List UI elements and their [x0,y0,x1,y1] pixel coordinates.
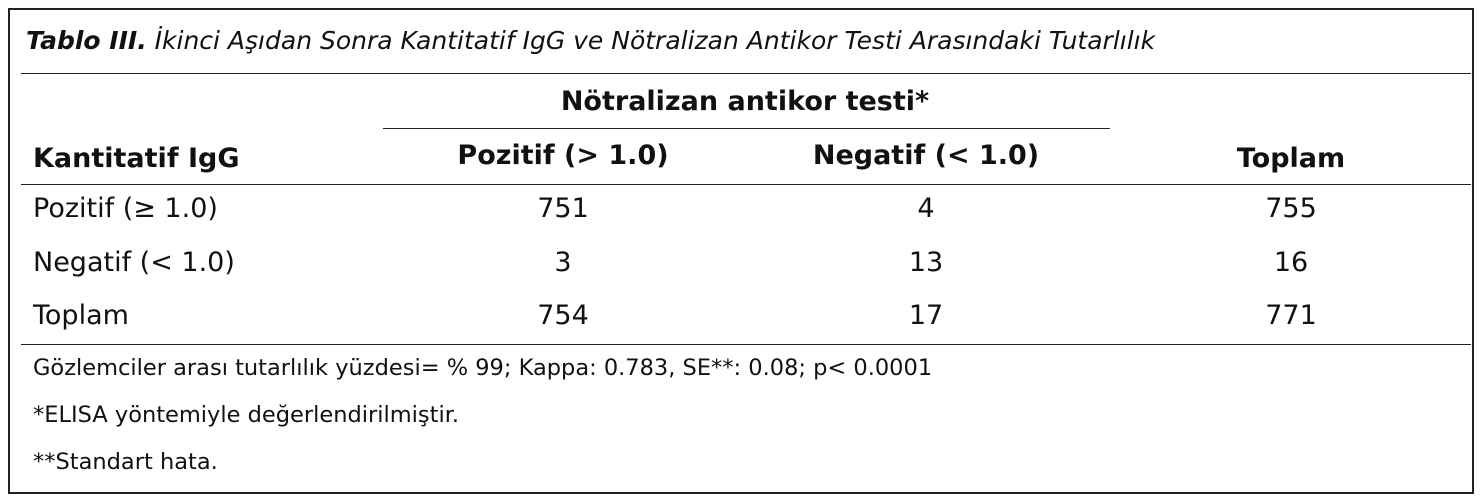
footnote-elisa: *ELISA yöntemiyle değerlendirilmiştir. [33,402,460,428]
row-label: Toplam [33,300,129,331]
group-header: Nötralizan antikor testi* [560,86,930,117]
row-header: Kantitatif IgG [33,143,240,174]
footnote-standard-error: **Standart hata. [33,449,218,475]
table-cell: 3 [554,247,572,278]
row-label: Negatif (< 1.0) [33,247,235,278]
footnote-agreement: Gözlemciler arası tutarlılık yüzdesi= % … [33,355,933,381]
table-cell: 771 [1265,300,1317,331]
table-cell: 755 [1265,193,1317,224]
caption-rule [21,73,1471,74]
table-caption: Tablo III. İkinci Aşıdan Sonra Kantitati… [26,26,1155,55]
group-header-rule [383,128,1110,129]
table-cell: 16 [1273,247,1309,278]
table-frame [8,8,1474,494]
table-cell: 4 [917,193,935,224]
table-cell: 17 [908,300,944,331]
table-cell: 13 [908,247,944,278]
body-rule [21,344,1471,345]
col-header-total: Toplam [1236,143,1346,174]
caption-label: Tablo III. [26,26,147,55]
table-cell: 754 [537,300,589,331]
header-rule [21,184,1471,185]
col-header-negative: Negatif (< 1.0) [812,140,1040,171]
row-label: Pozitif (≥ 1.0) [33,193,218,224]
col-header-positive: Pozitif (> 1.0) [457,140,669,171]
table-cell: 751 [537,193,589,224]
caption-text: İkinci Aşıdan Sonra Kantitatif IgG ve Nö… [154,26,1156,55]
